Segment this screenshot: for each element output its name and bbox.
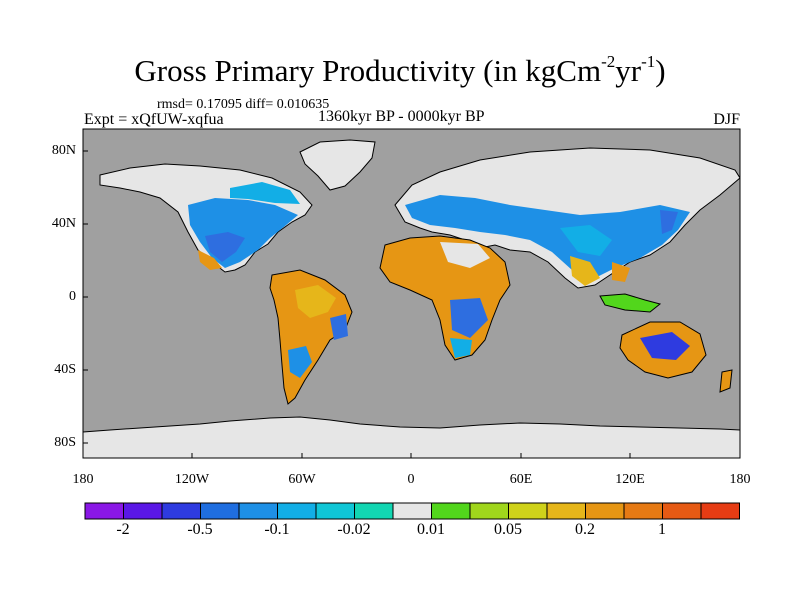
colorbar	[84, 502, 740, 520]
sahara-gpp	[440, 242, 490, 268]
lat-tick-80s: 80S	[54, 435, 76, 450]
lat-tick-40s: 40S	[54, 362, 76, 377]
brazil-blue-gpp	[330, 314, 348, 340]
new-zealand	[719, 369, 733, 393]
sa-south-gpp	[288, 346, 312, 378]
colorbar-swatch	[315, 502, 355, 520]
colorbar-swatch	[469, 502, 509, 520]
colorbar-swatch	[277, 502, 317, 520]
seasia-gpp	[612, 262, 630, 282]
colorbar-swatch	[700, 502, 740, 520]
lon-tick-180w: 180	[72, 472, 94, 487]
title-exp-2: -1	[641, 52, 656, 71]
title-exp-1: -2	[601, 52, 616, 71]
lon-tick-120w: 120W	[174, 472, 210, 487]
lon-tick-60e: 60E	[509, 472, 533, 487]
colorbar-swatch	[238, 502, 278, 520]
mexico-gpp	[198, 250, 222, 270]
title-main: Gross Primary Productivity (in kgCm	[134, 53, 602, 88]
experiment-label: Expt = xQfUW-xqfua	[84, 111, 224, 128]
lat-tick-40n: 40N	[51, 216, 76, 231]
colorbar-swatch	[546, 502, 586, 520]
south-africa-gpp	[450, 338, 472, 358]
africa-blue-gpp	[450, 298, 488, 338]
map-panel	[83, 129, 740, 458]
title-unit-yr: yr	[615, 53, 642, 88]
indonesia	[599, 293, 662, 313]
colorbar-label: 1	[658, 521, 666, 538]
australia-gpp	[640, 332, 690, 360]
lat-tick-0: 0	[69, 289, 76, 304]
stats-text: rmsd= 0.17095 diff= 0.010635	[157, 97, 330, 112]
title-end: )	[655, 53, 666, 88]
chart-title: Gross Primary Productivity (in kgCm-2yr-…	[0, 52, 800, 89]
greenland	[299, 139, 376, 191]
period-label: 1360kyr BP - 0000kyr BP	[318, 108, 485, 125]
colorbar-swatch	[431, 502, 471, 520]
colorbar-swatch	[354, 502, 394, 520]
asia-gpp-light	[560, 225, 612, 256]
lon-tick-180e: 180	[729, 472, 751, 487]
lon-tick-120e: 120E	[615, 472, 645, 487]
colorbar-swatch	[161, 502, 201, 520]
amazon-gpp	[295, 285, 336, 318]
lon-tick-60w: 60W	[288, 472, 316, 487]
colorbar-label: 0.01	[417, 521, 445, 538]
lon-tick-0: 0	[407, 472, 415, 487]
canada-gpp	[230, 182, 300, 204]
na-gpp-core	[205, 232, 245, 262]
colorbar-label: -0.02	[337, 521, 371, 538]
colorbar-label: 0.05	[494, 521, 522, 538]
colorbar-label: -2	[116, 521, 130, 538]
colorbar-swatch	[662, 502, 702, 520]
colorbar-swatch	[508, 502, 548, 520]
eurasia-gpp-field	[405, 195, 690, 278]
colorbar-label: -0.5	[187, 521, 213, 538]
axis-ticks	[82, 150, 741, 458]
colorbar-swatch	[623, 502, 663, 520]
colorbar-swatch	[392, 502, 432, 520]
colorbar-label: 0.2	[575, 521, 595, 538]
colorbar-label: -0.1	[264, 521, 290, 538]
season-label: DJF	[713, 111, 740, 128]
colorbar-swatch	[123, 502, 163, 520]
colorbar-swatch	[84, 502, 124, 520]
antarctica	[83, 416, 740, 458]
lat-tick-80n: 80N	[51, 143, 76, 158]
colorbar-swatch	[200, 502, 240, 520]
india-gpp	[570, 256, 600, 286]
japan-gpp	[660, 210, 678, 234]
colorbar-swatch	[585, 502, 625, 520]
